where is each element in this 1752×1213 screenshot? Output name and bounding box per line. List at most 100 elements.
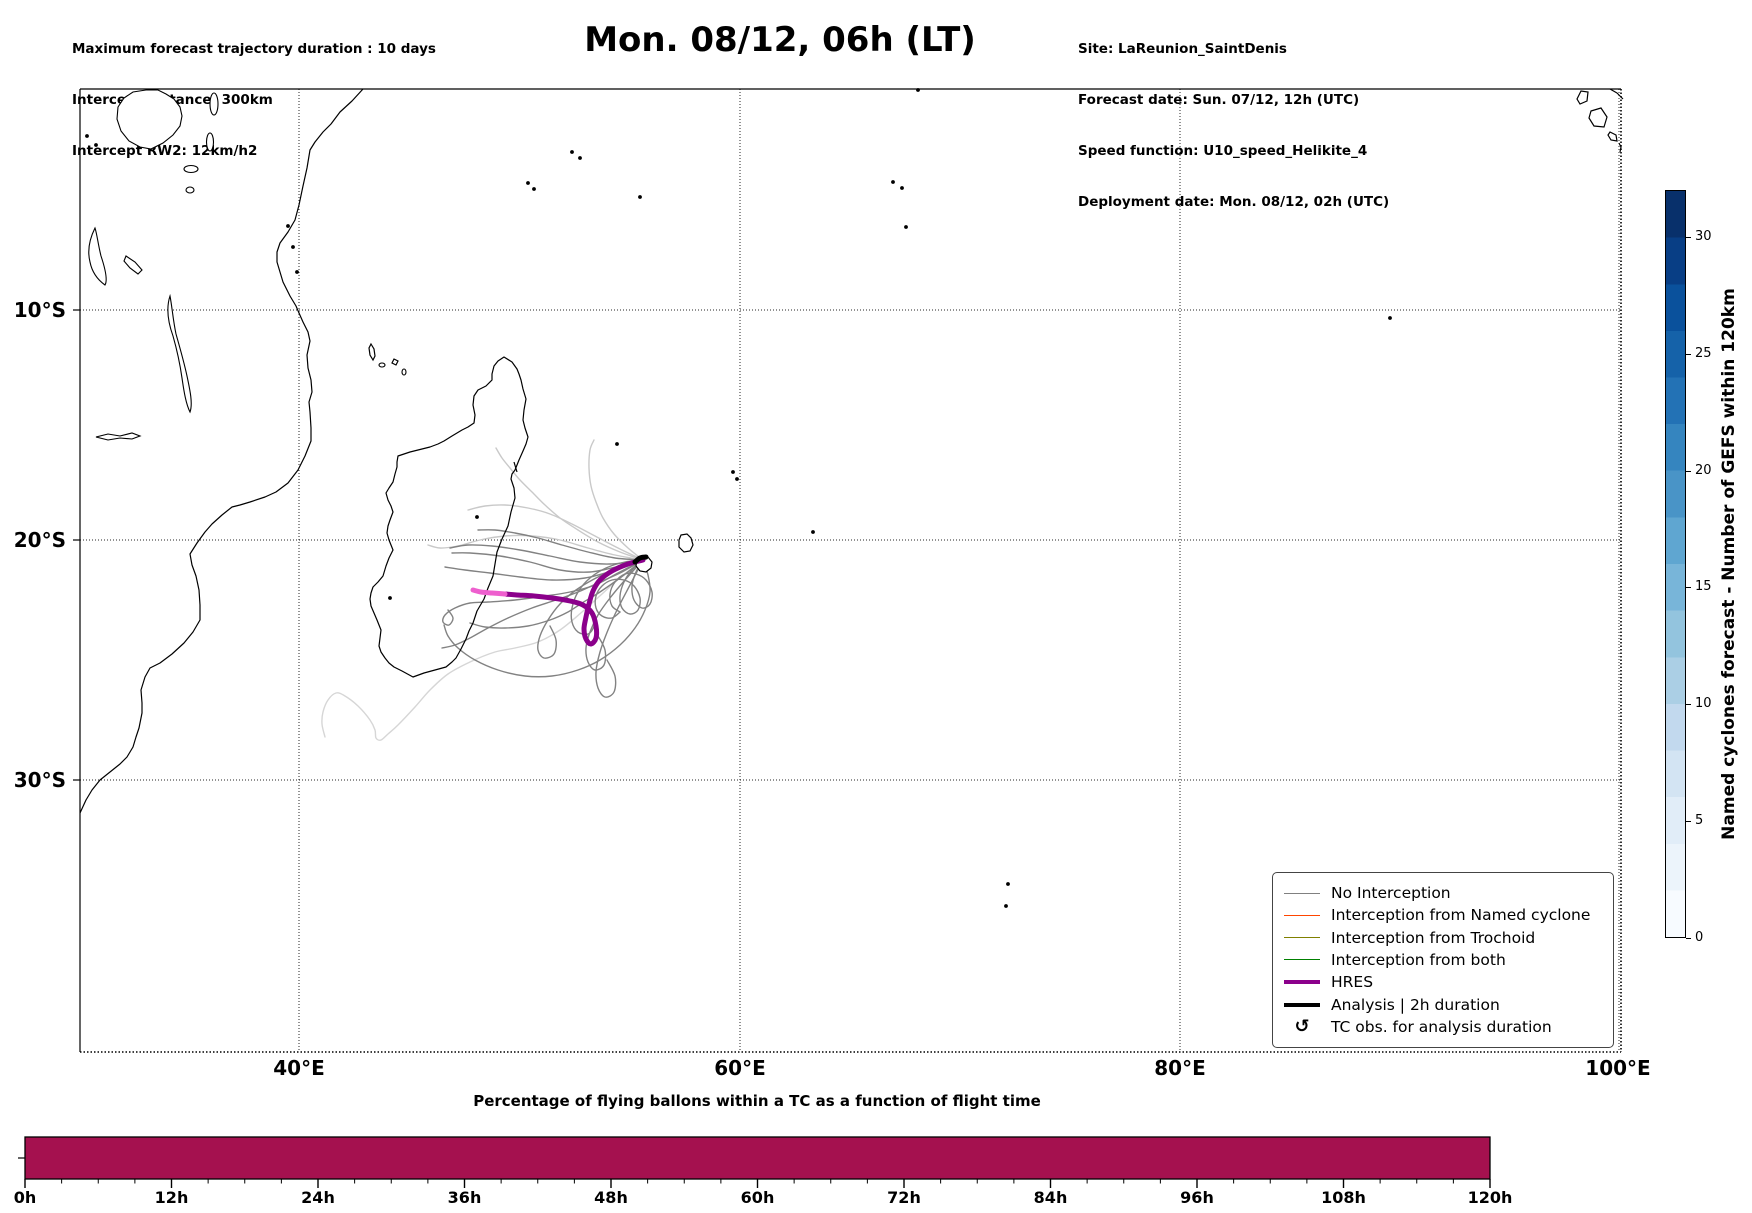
coastline bbox=[369, 356, 529, 678]
small-island-dot bbox=[735, 477, 739, 481]
trajectory-no-interception-light bbox=[427, 534, 644, 561]
island-outline bbox=[185, 186, 195, 194]
small-island-dot bbox=[1004, 904, 1008, 908]
small-island-dot bbox=[291, 245, 295, 249]
island-outline bbox=[401, 368, 407, 376]
island-outline bbox=[1588, 107, 1608, 128]
small-island-dot bbox=[475, 515, 479, 519]
speed-function-text: Speed function: U10_speed_Helikite_4 bbox=[1078, 143, 1368, 159]
island-outline bbox=[183, 164, 199, 174]
island-outline bbox=[378, 362, 386, 368]
small-island-dot bbox=[1388, 316, 1392, 320]
trajectory-no-interception bbox=[443, 559, 651, 678]
small-island-dot bbox=[904, 225, 908, 229]
lake-outline bbox=[167, 293, 192, 414]
small-island-dot bbox=[526, 181, 530, 185]
legend-item-label: Interception from both bbox=[1331, 950, 1506, 969]
legend-item: No Interception bbox=[1283, 882, 1603, 904]
small-island-dot bbox=[916, 88, 920, 92]
small-island-dot bbox=[615, 442, 619, 446]
bar-x-tick-label: 24h bbox=[301, 1188, 335, 1207]
trajectory-no-interception bbox=[449, 544, 644, 565]
legend-line bbox=[1284, 959, 1320, 961]
forecast-date-text: Forecast date: Sun. 07/12, 12h (UTC) bbox=[1078, 92, 1360, 108]
bar-x-tick-label: 120h bbox=[1467, 1188, 1513, 1207]
intercept-rw2-text: Intercept RW2: 12km/h2 bbox=[72, 143, 258, 159]
trajectory-no-interception bbox=[609, 559, 653, 613]
colorbar-tick bbox=[1686, 704, 1691, 706]
cyclone-rotation-icon: ↺ bbox=[1294, 1015, 1310, 1037]
small-island-dot bbox=[94, 143, 98, 147]
small-island-dot bbox=[811, 530, 815, 534]
legend-line bbox=[1284, 892, 1320, 894]
legend-item: Interception from both bbox=[1283, 949, 1603, 971]
bar-x-tick-label: 60h bbox=[740, 1188, 775, 1207]
trajectory-no-interception bbox=[469, 559, 644, 629]
colorbar-tick-label: 20 bbox=[1695, 462, 1712, 478]
colorbar-tick bbox=[1686, 470, 1691, 472]
island-outline bbox=[368, 342, 376, 362]
coastline bbox=[1618, 142, 1622, 153]
trajectory-no-interception bbox=[595, 559, 644, 698]
small-island-dot bbox=[388, 596, 392, 600]
trajectory-no-interception bbox=[477, 529, 644, 561]
legend-item-label: Interception from Trochoid bbox=[1331, 928, 1536, 947]
trajectory-no-interception-light bbox=[467, 504, 644, 561]
bar-x-tick-label: 48h bbox=[594, 1188, 628, 1207]
small-island-dot bbox=[286, 224, 290, 228]
lat-label-20s: 20°S bbox=[13, 528, 66, 552]
page-title: Mon. 08/12, 06h (LT) bbox=[584, 20, 976, 60]
colorbar-tick bbox=[1686, 938, 1691, 939]
island-outline bbox=[1576, 90, 1589, 105]
trajectory-no-interception-light bbox=[495, 447, 644, 561]
colorbar-label: Named cyclones forecast - Number of GEFS… bbox=[1719, 288, 1739, 840]
colorbar-tick-label: 5 bbox=[1695, 813, 1704, 829]
legend-item: Analysis | 2h duration bbox=[1283, 994, 1603, 1016]
trajectory-no-interception-light bbox=[321, 559, 644, 741]
deployment-date-text: Deployment date: Mon. 08/12, 02h (UTC) bbox=[1078, 194, 1390, 210]
legend-line-swatch bbox=[1283, 892, 1321, 894]
max-duration-text: Maximum forecast trajectory duration : 1… bbox=[72, 41, 436, 57]
trajectory-no-interception-light bbox=[588, 439, 644, 561]
legend-item-label: Interception from Named cyclone bbox=[1331, 906, 1591, 925]
lake-outline bbox=[88, 226, 107, 286]
trajectory-no-interception bbox=[594, 559, 644, 619]
legend-line bbox=[1284, 980, 1320, 985]
island-outline bbox=[678, 533, 694, 553]
tc-obs-icon: ↺ bbox=[1283, 1015, 1321, 1037]
small-island-dot bbox=[638, 195, 642, 199]
bar-x-tick-label: 72h bbox=[887, 1188, 921, 1207]
small-island-dot bbox=[295, 270, 299, 274]
legend-line bbox=[1284, 914, 1320, 916]
colorbar-tick-label: 0 bbox=[1695, 930, 1704, 945]
small-island-dot bbox=[891, 180, 895, 184]
colorbar-tick-label: 30 bbox=[1695, 228, 1712, 244]
legend-line-swatch bbox=[1283, 1002, 1321, 1007]
small-island-dot bbox=[1006, 882, 1010, 886]
bar-x-tick-label: 96h bbox=[1180, 1188, 1214, 1207]
bar-x-tick-label: 84h bbox=[1033, 1188, 1068, 1207]
trajectory-no-interception bbox=[537, 559, 644, 659]
legend-item: Interception from Trochoid bbox=[1283, 927, 1603, 949]
legend-item: HRES bbox=[1283, 971, 1603, 993]
trajectory-no-interception bbox=[585, 559, 644, 671]
small-island-dot bbox=[570, 150, 574, 154]
coastline bbox=[513, 461, 518, 473]
bar-chart-title: Percentage of flying ballons within a TC… bbox=[473, 1092, 1041, 1110]
small-island-dot bbox=[578, 156, 582, 160]
legend-line-swatch bbox=[1283, 980, 1321, 985]
small-island-dot bbox=[731, 470, 735, 474]
lon-label-60e: 60°E bbox=[714, 1056, 766, 1080]
small-island-dot bbox=[532, 187, 536, 191]
colorbar-ticks: 0 5 10 15 20 25 30 bbox=[1686, 190, 1746, 945]
legend-item-label: Analysis | 2h duration bbox=[1331, 995, 1500, 1014]
colorbar-tick-label: 15 bbox=[1695, 579, 1712, 595]
legend-item-label: TC obs. for analysis duration bbox=[1331, 1017, 1552, 1036]
info-block-right: Site: LaReunion_SaintDenis Forecast date… bbox=[1078, 7, 1389, 245]
bar-x-tick-label: 12h bbox=[154, 1188, 189, 1207]
lon-label-100e: 100°E bbox=[1585, 1056, 1651, 1080]
small-island-dot bbox=[85, 134, 89, 138]
trajectory-analysis bbox=[632, 554, 649, 565]
colorbar-tick-label: 10 bbox=[1695, 696, 1712, 712]
trajectory-hres-tip bbox=[470, 587, 508, 597]
